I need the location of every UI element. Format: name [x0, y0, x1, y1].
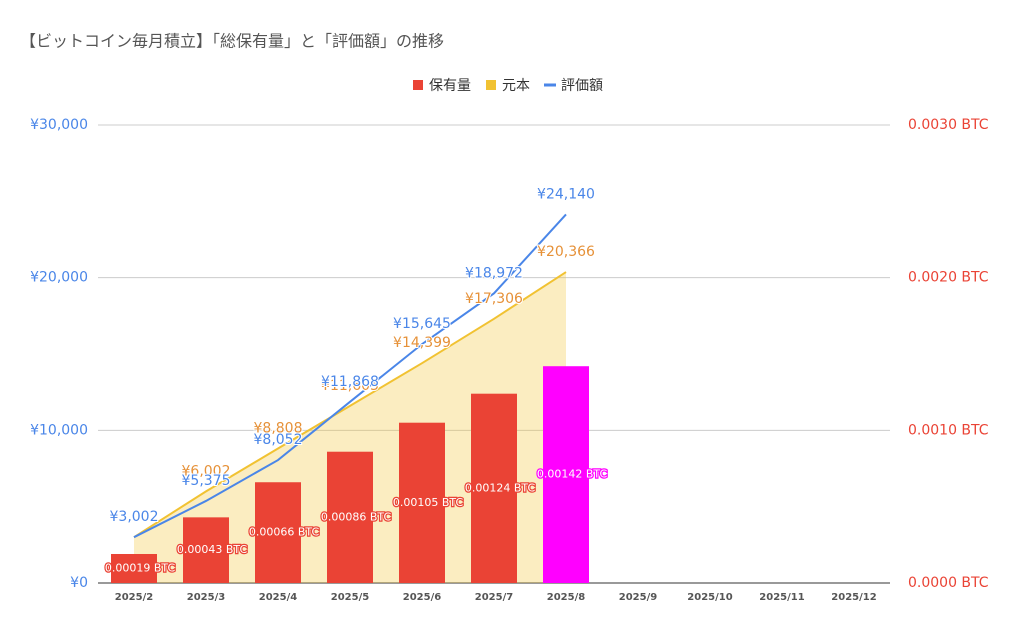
bar-value-label: 0.00142 BTC [537, 468, 608, 481]
x-tick-label: 2025/3 [187, 592, 225, 603]
bar [543, 366, 589, 583]
area [134, 272, 566, 583]
point-value-label: ¥3,002 [110, 509, 159, 525]
y2-tick-label: 0.0000 BTC [908, 575, 989, 591]
point-value-label: ¥6,002 [182, 463, 231, 479]
legend-label: 保有量 [429, 78, 471, 94]
bar [111, 553, 157, 583]
y2-tick-label: 0.0030 BTC [908, 117, 989, 133]
bar-value-label: 0.00124 BTC [465, 481, 536, 494]
x-tick-label: 2025/4 [259, 592, 297, 603]
x-tick-label: 2025/6 [403, 592, 441, 603]
point-value-label: ¥3,002 [110, 509, 159, 525]
bar-value-label: 0.00105 BTC [393, 496, 464, 509]
x-tick-label: 2025/8 [547, 592, 585, 603]
point-value-label: ¥8,052 [254, 432, 303, 448]
x-tick-label: 2025/11 [759, 592, 804, 603]
legend-label: 評価額 [561, 78, 603, 94]
x-tick-label: 2025/12 [831, 592, 876, 603]
chart-title: 【ビットコイン毎月積立】「総保有量」と「評価額」の推移 [20, 32, 444, 51]
point-value-label: ¥5,375 [182, 473, 231, 489]
x-tick-label: 2025/5 [331, 592, 369, 603]
point-value-label: ¥18,972 [465, 265, 523, 281]
y-tick-label: ¥0 [70, 575, 88, 591]
x-tick-label: 2025/9 [619, 592, 657, 603]
x-tick-label: 2025/10 [687, 592, 732, 603]
y2-tick-label: 0.0020 BTC [908, 270, 989, 286]
bar-value-label: 0.00086 BTC [321, 510, 392, 523]
bar-value-label: 0.00043 BTC [177, 543, 248, 556]
point-value-label: ¥8,808 [254, 421, 303, 437]
point-value-label: ¥24,140 [537, 186, 595, 202]
x-tick-label: 2025/2 [115, 592, 153, 603]
point-value-label: ¥17,306 [465, 291, 523, 307]
y-tick-label: ¥20,000 [30, 270, 88, 286]
y-tick-label: ¥30,000 [30, 117, 88, 133]
y-tick-label: ¥10,000 [30, 422, 88, 438]
bar [471, 393, 517, 583]
legend-label: 元本 [502, 78, 530, 94]
bar-value-label: 0.00066 BTC [249, 526, 320, 539]
point-value-label: ¥14,399 [393, 335, 451, 351]
bar [399, 422, 445, 583]
legend-swatch [413, 80, 423, 90]
legend-swatch [486, 80, 496, 90]
bar-value-label: 0.00019 BTC [105, 561, 176, 574]
point-value-label: ¥15,645 [393, 316, 451, 332]
x-tick-label: 2025/7 [475, 592, 513, 603]
point-value-label: ¥11,603 [321, 378, 379, 394]
y2-tick-label: 0.0010 BTC [908, 422, 989, 438]
point-value-label: ¥20,366 [537, 244, 595, 260]
line [133, 213, 567, 539]
bar [183, 517, 229, 583]
bar [255, 482, 301, 583]
line [133, 271, 567, 539]
point-value-label: ¥11,868 [321, 374, 379, 390]
bar [327, 451, 373, 583]
